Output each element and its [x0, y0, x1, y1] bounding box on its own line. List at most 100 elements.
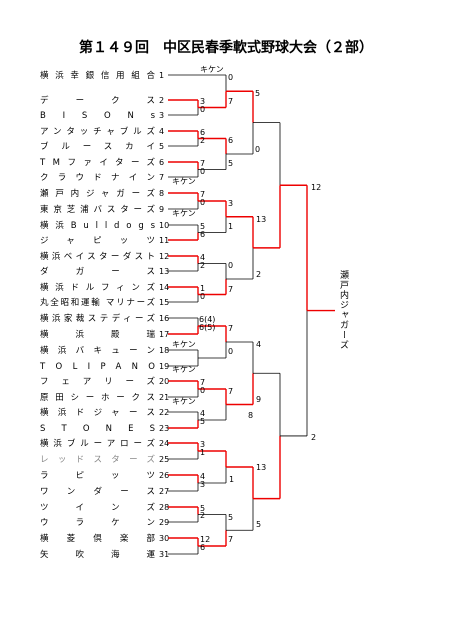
score: 3 — [228, 199, 233, 208]
team-number: 14 — [159, 283, 169, 292]
champion: 瀬戸内ジャガーズ — [338, 269, 349, 350]
team-number: 18 — [159, 346, 169, 355]
score: 0 — [228, 347, 233, 356]
score: 3 — [200, 480, 205, 489]
score: 4 — [200, 472, 205, 481]
score: 1 — [200, 448, 205, 457]
score: 6 — [200, 128, 205, 137]
team-name: STONES — [40, 424, 155, 434]
title: 第１４９回 中区民春季軟式野球大会（２部） — [79, 39, 373, 56]
team-name: クラウドナイン — [40, 173, 155, 183]
team-number: 7 — [159, 173, 164, 182]
team-name: 横浜ブルーアローズ — [40, 438, 155, 449]
team-number: 17 — [159, 330, 169, 339]
team-name: 横浜ドジャース — [40, 407, 155, 418]
score: 4 — [256, 340, 261, 349]
score: 0 — [200, 198, 205, 207]
score: 0 — [228, 261, 233, 270]
team-name: BISONs — [40, 111, 156, 121]
team-number: 3 — [159, 111, 164, 120]
team-name: ダガース — [40, 266, 155, 277]
score: 6 — [228, 136, 233, 145]
team-name: 横浜Bulldogs — [40, 220, 156, 231]
team-number: 2 — [159, 96, 164, 105]
team-name: ウラケン — [40, 518, 155, 528]
team-name: 横菱倶楽部 — [40, 533, 155, 544]
team-number: 26 — [159, 471, 169, 480]
team-name: レッドスターズ — [40, 454, 155, 465]
forfeit-label: キケン — [200, 65, 224, 74]
team-name: TMファイターズ — [39, 157, 155, 168]
score: 2 — [200, 511, 205, 520]
score: 12 — [200, 535, 210, 544]
score: 6(5) — [199, 323, 215, 332]
team-name: 瀬戸内ジャガーズ — [40, 188, 155, 199]
team-number: 16 — [159, 314, 169, 323]
team-number: 5 — [159, 142, 164, 151]
team-number: 24 — [159, 439, 169, 448]
score: 5 — [228, 513, 233, 522]
score: 0 — [200, 386, 205, 395]
team-number: 6 — [159, 158, 164, 167]
team-name: ブルースカイ — [40, 141, 155, 152]
score: 8 — [248, 411, 253, 420]
score: 2 — [311, 433, 316, 442]
score: 7 — [228, 285, 233, 294]
score: 2 — [256, 270, 261, 279]
score: 5 — [255, 89, 260, 98]
team-number: 20 — [159, 377, 169, 386]
team-number: 9 — [159, 205, 164, 214]
score: 5 — [200, 417, 205, 426]
team-name: 横浜家裁ステディーズ — [40, 313, 155, 324]
score: 0 — [228, 73, 233, 82]
score: 7 — [200, 159, 205, 168]
forfeit-label: キケン — [172, 209, 196, 218]
team-name: フェアリーズ — [40, 376, 155, 387]
score: 5 — [228, 159, 233, 168]
score: 4 — [200, 409, 205, 418]
score: 13 — [256, 463, 266, 472]
score: 1 — [228, 222, 233, 231]
team-name: ジャピッツ — [40, 236, 155, 246]
score: 7 — [228, 535, 233, 544]
team-name: ツインズ — [40, 502, 155, 513]
team-number: 1 — [159, 71, 164, 80]
team-name: ワンダース — [40, 486, 155, 497]
team-name: 横浜幸銀信用組合 — [40, 70, 155, 81]
team-number: 19 — [159, 362, 169, 371]
score: 4 — [200, 253, 205, 262]
score: 0 — [200, 105, 205, 114]
score: 0 — [200, 292, 205, 301]
team-number: 12 — [159, 252, 169, 261]
score: 3 — [200, 97, 205, 106]
score: 6(4) — [199, 315, 215, 324]
team-number: 29 — [159, 518, 169, 527]
score: 7 — [200, 190, 205, 199]
team-name: 横浜バキューン — [40, 345, 155, 356]
score: 12 — [311, 183, 321, 192]
score: 5 — [256, 520, 261, 529]
score: 13 — [256, 215, 266, 224]
score: 7 — [228, 324, 233, 333]
score: 7 — [228, 387, 233, 396]
team-number: 31 — [159, 550, 169, 559]
team-number: 11 — [159, 236, 169, 245]
team-number: 22 — [159, 408, 169, 417]
team-name: デークス — [40, 95, 155, 106]
score: 1 — [200, 284, 205, 293]
score: 7 — [200, 378, 205, 387]
team-number: 30 — [159, 534, 169, 543]
team-name: 矢吹海運 — [40, 549, 155, 560]
team-name: 原田シーホークス — [40, 393, 155, 403]
team-number: 15 — [159, 298, 169, 307]
team-name: アンタッチャブルズ — [40, 126, 155, 137]
team-name: 横浜殿瑞 — [40, 329, 155, 340]
forfeit-label: キケン — [172, 397, 196, 406]
score: 2 — [200, 136, 205, 145]
team-name: 丸全昭和運輸 マリナーズ — [40, 297, 155, 308]
score: 2 — [200, 261, 205, 270]
score: 7 — [228, 97, 233, 106]
score: 3 — [200, 440, 205, 449]
score: 6 — [200, 543, 205, 552]
